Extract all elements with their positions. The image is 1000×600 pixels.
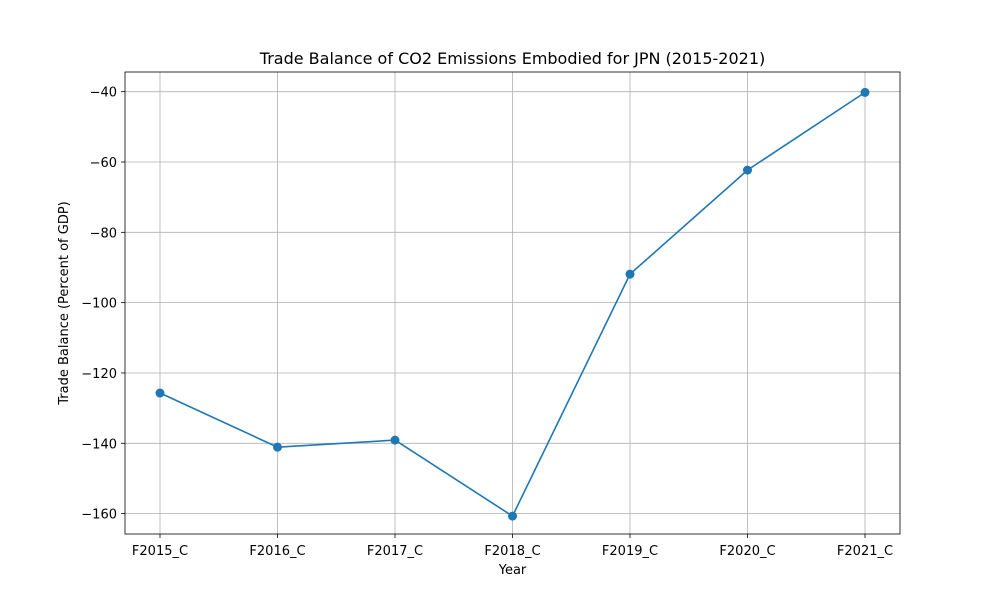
data-point-f2018-c bbox=[508, 511, 517, 521]
x-tick-label: F2021_C bbox=[837, 544, 893, 559]
data-point-f2015-c bbox=[155, 388, 165, 398]
x-tick-label: F2017_C bbox=[367, 544, 423, 559]
data-point-f2017-c bbox=[390, 435, 400, 445]
x-tick-label: F2015_C bbox=[132, 544, 188, 559]
y-tick-label: −140 bbox=[81, 437, 117, 452]
x-tick-label: F2018_C bbox=[484, 544, 540, 559]
x-tick-label: F2016_C bbox=[249, 544, 305, 559]
y-axis-label: Trade Balance (Percent of GDP) bbox=[57, 201, 72, 405]
x-tick-label: F2019_C bbox=[602, 544, 658, 559]
ticks: F2015_C F2016_C F2017_C F2018_C F2019_C F2020… bbox=[81, 86, 893, 559]
data-point-f2021-c bbox=[860, 87, 870, 97]
data-point-f2019-c bbox=[625, 269, 635, 279]
y-tick-label: −160 bbox=[81, 508, 117, 523]
y-tick-label: −100 bbox=[81, 297, 117, 312]
y-tick-label: −60 bbox=[90, 156, 117, 171]
data-point-f2016-c bbox=[273, 442, 282, 452]
chart-title: Trade Balance of CO2 Emissions Embodied … bbox=[259, 49, 765, 68]
y-tick-label: −120 bbox=[81, 367, 117, 382]
series-layer bbox=[155, 87, 870, 521]
y-tick-label: −40 bbox=[90, 86, 117, 101]
x-axis-label: Year bbox=[498, 563, 527, 578]
y-tick-label: −80 bbox=[90, 226, 117, 241]
grid bbox=[125, 72, 900, 534]
x-tick-label: F2020_C bbox=[719, 544, 775, 559]
data-point-f2020-c bbox=[743, 165, 752, 175]
